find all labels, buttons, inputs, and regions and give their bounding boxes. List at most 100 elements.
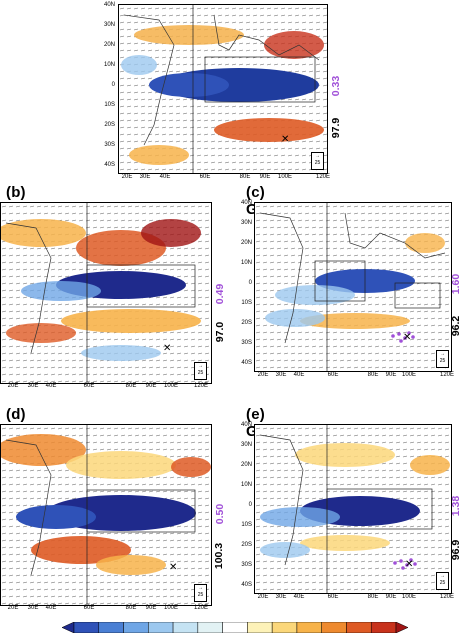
colorbar-segment [370,622,397,633]
positive-anomaly [405,233,445,253]
lon-label: 20E [121,174,133,180]
lon-label: 60E [83,383,95,389]
positive-anomaly [129,145,189,165]
lat-label: 40N [240,422,252,428]
colorbar-segment [98,622,124,633]
coastline [5,222,52,354]
lon-label: 20E [257,594,269,600]
lat-label: 40N [103,2,115,8]
positive-anomaly [300,535,390,551]
positive-anomaly [300,313,410,329]
lon-label: 30E [27,383,39,389]
ref-vector-value: 25 [197,592,204,598]
lon-label: 80E [367,594,379,600]
region-box [314,260,366,302]
score-bottom: 97.0 [214,321,227,343]
lat-label: 10N [240,482,252,488]
lon-label: 40E [293,594,305,600]
lon-label: 20E [7,605,19,611]
positive-anomaly [76,230,166,266]
lon-label: 30E [139,174,151,180]
coastline [259,434,304,566]
reference-vector-box: → 25 [311,152,324,170]
positive-anomaly [214,118,324,142]
coastline [259,212,304,344]
lat-label: 30S [104,142,115,148]
lon-label: 120E [193,605,208,611]
station-marker: ✕ [405,559,413,570]
lon-label: 40E [45,605,57,611]
map-c: ✕ [255,203,451,371]
positive-anomaly [264,31,324,59]
lon-label: 90E [385,372,397,378]
lat-label: 30S [241,340,252,346]
lon-label: 30E [275,372,287,378]
coastline [213,14,320,61]
lon-label: 90E [145,605,157,611]
coastline [123,14,175,146]
negative-anomaly [16,505,96,529]
lon-label: 80E [125,605,137,611]
positive-anomaly [171,457,211,477]
positive-anomaly [410,455,450,475]
map-frame-e: ✕ [254,424,452,594]
lat-label: 30N [240,442,252,448]
lon-label: 60E [83,605,95,611]
lat-label: 20S [104,122,115,128]
lon-label: 80E [367,372,379,378]
lon-label: 20E [257,372,269,378]
region-box [86,264,196,308]
lat-label: 30S [241,562,252,568]
map-d: ✕ [1,425,211,605]
ref-arrow-icon: → [198,585,203,591]
lon-label: 40E [159,174,171,180]
lon-label: 100E [163,383,178,389]
colorbar-segment [395,622,408,633]
lon-label: 60E [199,174,211,180]
map-a: ✕ [119,5,327,173]
colorbar-segment [197,622,223,633]
lon-label: 120E [315,174,330,180]
map-frame-d: ✕ [0,424,212,606]
lat-label: 0 [248,280,252,286]
negative-anomaly [149,73,229,97]
coastline [344,212,446,259]
positive-anomaly [96,555,166,575]
negative-anomaly [121,55,157,75]
lat-label: 10N [240,260,252,266]
positive-anomaly [6,323,76,343]
positive-anomaly [61,309,201,333]
lat-label: 40S [241,582,252,588]
reference-vector-box: → 25 [436,572,449,590]
lon-label: 60E [327,594,339,600]
score-top: 0.50 [214,503,227,525]
region-box [86,489,196,533]
negative-anomaly [260,507,340,527]
lon-label: 90E [259,174,271,180]
colorbar-segment [222,622,248,633]
lat-label: 20S [241,542,252,548]
lat-label: 20N [240,240,252,246]
colorbar-segment [346,622,372,633]
score-top: 0.33 [330,75,343,97]
lat-label: 30N [240,220,252,226]
lat-label: 40N [240,200,252,206]
lon-label: 40E [45,383,57,389]
lon-label: 80E [125,383,137,389]
station-marker: ✕ [163,343,171,354]
lon-label: 120E [439,594,454,600]
purple-markers [391,331,415,343]
ref-vector-value: 25 [439,580,446,586]
region-box [204,56,316,103]
positive-anomaly [1,434,86,466]
ref-arrow-icon: → [198,363,203,369]
negative-anomaly [260,542,310,558]
purple-markers [393,558,417,570]
lon-label: 80E [239,174,251,180]
ref-arrow-icon: → [315,153,320,159]
lon-label: 100E [401,594,416,600]
lat-label: 0 [111,82,115,88]
lat-label: 40S [241,360,252,366]
lon-label: 30E [27,605,39,611]
lat-label: 20N [240,462,252,468]
